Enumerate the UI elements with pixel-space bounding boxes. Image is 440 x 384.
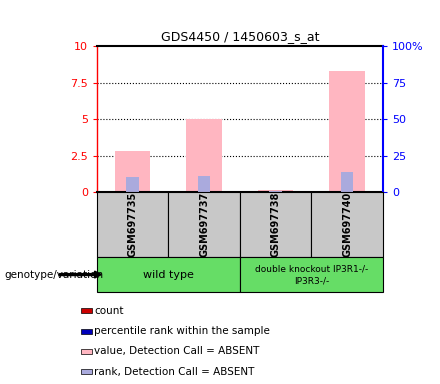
Bar bbox=[81, 369, 92, 374]
Bar bbox=[97, 257, 240, 292]
Text: IP3R3-/-: IP3R3-/- bbox=[293, 277, 329, 286]
Text: GSM697737: GSM697737 bbox=[199, 192, 209, 257]
Bar bbox=[258, 190, 293, 192]
Bar bbox=[240, 192, 312, 257]
Bar bbox=[198, 176, 210, 192]
Bar bbox=[126, 177, 139, 192]
Bar bbox=[81, 308, 92, 313]
Bar bbox=[81, 349, 92, 354]
Text: genotype/variation: genotype/variation bbox=[4, 270, 103, 280]
Title: GDS4450 / 1450603_s_at: GDS4450 / 1450603_s_at bbox=[161, 30, 319, 43]
Text: GSM697738: GSM697738 bbox=[271, 192, 281, 257]
Text: double knockout IP3R1-/-: double knockout IP3R1-/- bbox=[255, 265, 368, 274]
Text: wild type: wild type bbox=[143, 270, 194, 280]
Bar bbox=[329, 71, 365, 192]
Bar bbox=[240, 257, 383, 292]
Bar bbox=[341, 172, 353, 192]
Bar bbox=[168, 192, 240, 257]
Text: count: count bbox=[94, 306, 123, 316]
Text: GSM697735: GSM697735 bbox=[128, 192, 138, 257]
Bar bbox=[186, 119, 222, 192]
Text: percentile rank within the sample: percentile rank within the sample bbox=[94, 326, 270, 336]
Bar bbox=[115, 151, 150, 192]
Text: value, Detection Call = ABSENT: value, Detection Call = ABSENT bbox=[94, 346, 259, 356]
Bar bbox=[97, 192, 168, 257]
Bar bbox=[81, 329, 92, 334]
Text: GSM697740: GSM697740 bbox=[342, 192, 352, 257]
Text: rank, Detection Call = ABSENT: rank, Detection Call = ABSENT bbox=[94, 367, 254, 377]
Bar bbox=[312, 192, 383, 257]
Bar bbox=[269, 191, 282, 192]
